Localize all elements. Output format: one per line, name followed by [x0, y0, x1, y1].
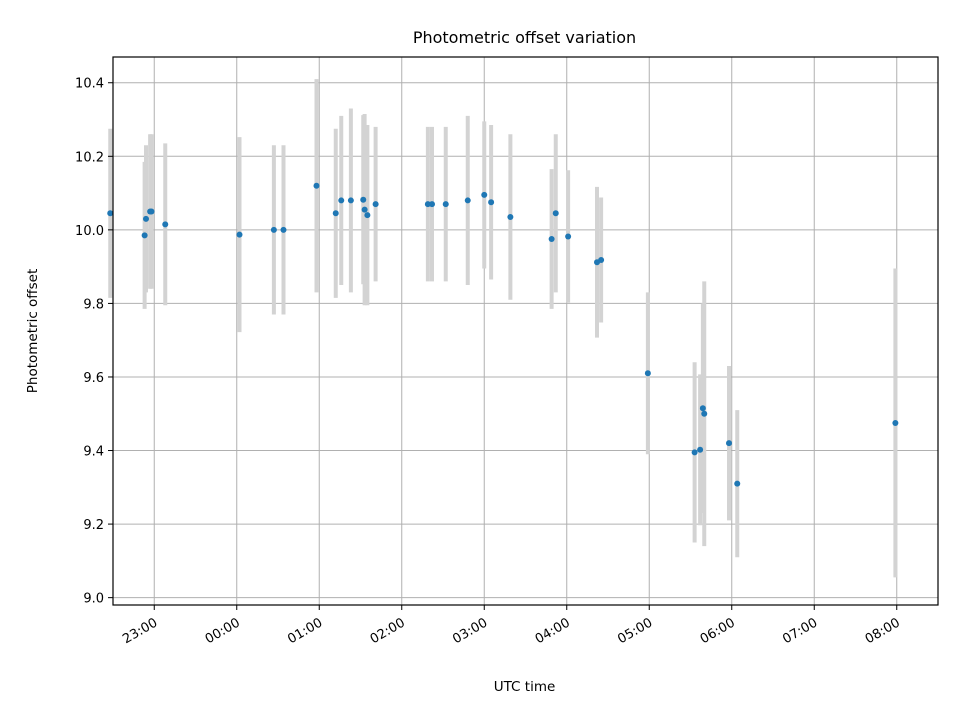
- data-point: [552, 210, 559, 217]
- y-tick-label: 9.8: [83, 297, 104, 312]
- data-point: [361, 206, 368, 213]
- y-tick-label: 10.4: [75, 77, 104, 92]
- data-point: [691, 449, 698, 456]
- data-point: [442, 201, 449, 208]
- data-points: [107, 182, 899, 487]
- data-point: [507, 213, 514, 220]
- data-point: [488, 199, 495, 206]
- y-tick-label: 10.0: [75, 224, 104, 239]
- data-point: [107, 210, 114, 217]
- data-point: [332, 210, 339, 217]
- y-tick-label: 9.4: [83, 445, 104, 460]
- y-tick-label: 9.0: [83, 592, 104, 607]
- data-point: [360, 196, 367, 203]
- data-point: [429, 201, 435, 208]
- data-point: [236, 231, 243, 238]
- y-axis: 9.0 9.2 9.4 9.6 9.8 10.0 10.2 10.4: [75, 77, 113, 607]
- data-point: [565, 233, 572, 240]
- data-point: [644, 370, 651, 377]
- data-point: [424, 201, 431, 208]
- data-point: [697, 446, 704, 453]
- data-point: [548, 236, 555, 243]
- data-point: [372, 201, 379, 208]
- grid: [113, 57, 938, 605]
- y-tick-label: 10.2: [75, 150, 104, 165]
- data-point: [141, 232, 148, 239]
- data-point: [313, 182, 320, 189]
- data-point: [347, 197, 354, 204]
- data-point: [464, 197, 471, 204]
- data-point: [701, 410, 708, 417]
- data-point: [598, 257, 605, 264]
- data-point: [280, 226, 287, 233]
- x-axis-label: UTC time: [494, 679, 556, 695]
- y-tick-label: 9.2: [83, 518, 104, 533]
- data-point: [892, 419, 899, 426]
- data-point: [162, 221, 169, 228]
- chart-title: Photometric offset variation: [413, 28, 636, 47]
- data-point: [699, 405, 706, 412]
- data-point: [338, 197, 345, 204]
- plot-frame: [112, 56, 939, 606]
- data-point: [734, 480, 741, 487]
- y-tick-label: 9.6: [83, 371, 104, 386]
- data-point: [481, 191, 488, 198]
- data-point: [726, 440, 732, 447]
- y-axis-label: Photometric offset: [25, 269, 41, 393]
- data-point: [148, 208, 155, 215]
- data-point: [364, 212, 371, 219]
- data-point: [270, 226, 277, 233]
- data-point: [143, 215, 149, 222]
